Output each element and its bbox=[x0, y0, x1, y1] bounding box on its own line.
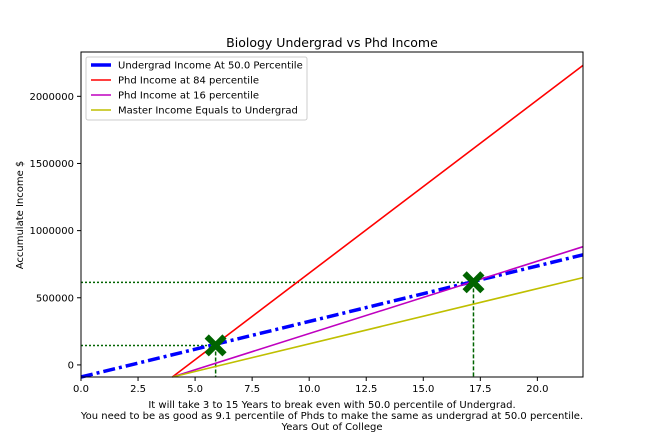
legend-label-1: Undergrad Income At 50.0 Percentile bbox=[118, 61, 303, 72]
x-tick-label-5: 10.0 bbox=[298, 384, 320, 395]
legend-label-2: Phd Income at 84 percentile bbox=[118, 76, 259, 87]
plot-frame bbox=[80, 51, 584, 378]
series-lines bbox=[80, 64, 584, 379]
x-tick-label-3: 5.0 bbox=[187, 384, 203, 395]
series-line-4 bbox=[172, 276, 584, 378]
guide-lines bbox=[81, 281, 475, 377]
x-axis-ticks: 0.0 2.5 5.0 7.5 10.0 12.5 15.0 17.5 20.0 bbox=[73, 377, 548, 395]
y-tick-label-4: 1500000 bbox=[29, 159, 74, 170]
legend-label-3: Phd Income at 16 percentile bbox=[118, 91, 259, 102]
y-axis-ticks: 0 500000 1000000 1500000 2000000 bbox=[29, 92, 81, 371]
y-axis-label: Accumulate Income $ bbox=[15, 161, 26, 270]
series-line-2 bbox=[171, 64, 584, 378]
breakeven-marker-1 bbox=[204, 334, 227, 357]
x-tick-label-2: 2.5 bbox=[130, 384, 146, 395]
x-tick-label-7: 15.0 bbox=[412, 384, 434, 395]
caption-line-2: You need to be as good as 9.1 percentile… bbox=[80, 411, 583, 422]
legend-box bbox=[85, 56, 308, 121]
legend: Undergrad Income At 50.0 Percentile Phd I… bbox=[85, 56, 308, 121]
x-tick-label-1: 0.0 bbox=[73, 384, 89, 395]
markers bbox=[204, 271, 485, 357]
y-tick-label-1: 0 bbox=[68, 360, 74, 371]
x-tick-label-9: 20.0 bbox=[526, 384, 548, 395]
breakeven-marker-2 bbox=[462, 271, 485, 294]
y-tick-label-2: 500000 bbox=[36, 293, 74, 304]
chart-title: Biology Undergrad vs Phd Income bbox=[226, 35, 438, 50]
y-tick-label-3: 1000000 bbox=[29, 226, 74, 237]
legend-label-4: Master Income Equals to Undergrad bbox=[118, 106, 298, 117]
caption-line-1: It will take 3 to 15 Years to break even… bbox=[148, 400, 515, 411]
y-tick-label-5: 2000000 bbox=[29, 92, 74, 103]
x-tick-label-8: 17.5 bbox=[469, 384, 491, 395]
series-line-1 bbox=[80, 253, 584, 379]
x-tick-label-6: 12.5 bbox=[355, 384, 377, 395]
x-axis-label: Years Out of College bbox=[281, 422, 383, 432]
series-line-3 bbox=[172, 245, 584, 378]
x-tick-label-4: 7.5 bbox=[244, 384, 260, 395]
